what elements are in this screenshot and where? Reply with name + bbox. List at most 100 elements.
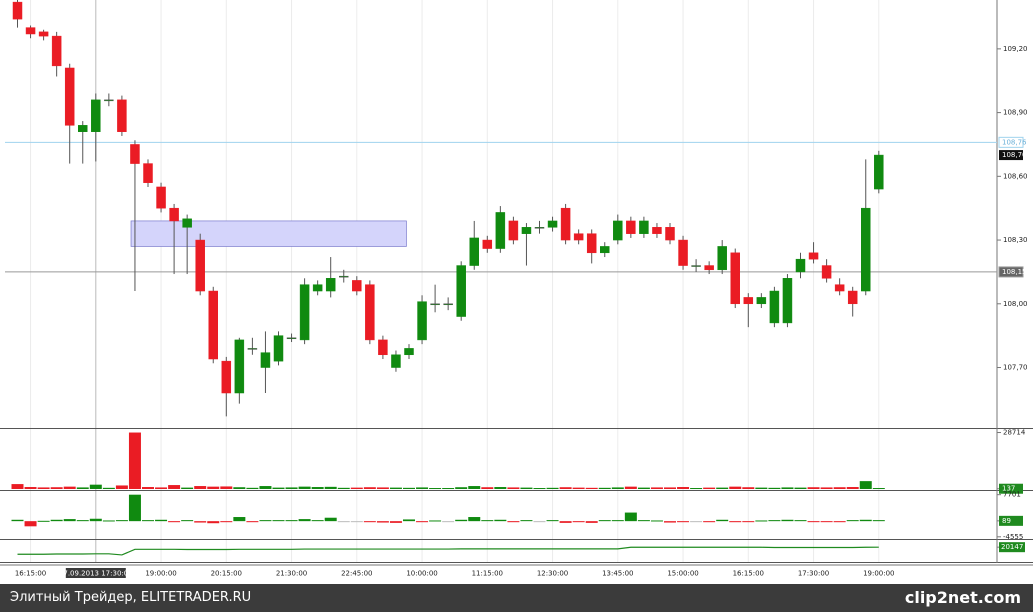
candle-body: [834, 284, 845, 292]
bar: [128, 432, 141, 489]
bar: [416, 521, 429, 523]
candle-body: [782, 278, 793, 324]
candle-body: [339, 275, 349, 278]
candle-body: [234, 339, 245, 394]
bar: [520, 520, 533, 522]
bar: [246, 487, 259, 489]
bar: [833, 487, 846, 489]
bar: [872, 520, 885, 522]
bar: [337, 487, 350, 489]
candle-body: [156, 186, 166, 209]
y-tick-label: 108,30: [1003, 236, 1028, 244]
bar: [742, 487, 755, 489]
bar: [664, 521, 676, 523]
bar: [677, 487, 690, 489]
bar: [63, 486, 76, 489]
bar: [285, 520, 298, 522]
bar: [729, 521, 742, 523]
candle-body: [378, 339, 388, 356]
x-tick-label: 20:15:00: [211, 570, 242, 578]
bar: [468, 486, 481, 489]
bar: [181, 487, 194, 489]
bar: [455, 519, 468, 522]
y-tick-label: 108,90: [1003, 109, 1028, 117]
bar: [585, 521, 598, 523]
candle-body: [195, 239, 205, 292]
bar: [350, 487, 363, 489]
bar: [598, 520, 611, 522]
bar: [768, 520, 781, 522]
bar: [272, 487, 285, 489]
bar: [807, 521, 820, 523]
bar: [142, 487, 154, 489]
candle-body: [613, 220, 623, 241]
bar: [598, 487, 611, 489]
level-tag-box: [998, 266, 1024, 278]
footer: Элитный Трейдер, ELITETRADER.RU clip2net…: [0, 584, 1033, 612]
bar: [350, 521, 363, 523]
bar: [233, 517, 246, 522]
candle-body: [78, 125, 88, 132]
bar: [115, 485, 128, 489]
bar: [337, 521, 350, 523]
bar: [311, 487, 324, 489]
bar: [76, 520, 89, 522]
bar: [50, 487, 63, 489]
bar: [494, 519, 507, 522]
bar: [455, 487, 468, 489]
bar: [494, 487, 507, 489]
candle-body: [769, 290, 780, 324]
candle-body: [743, 297, 754, 305]
x-tick-label: 16:15:00: [15, 570, 46, 578]
candle-body: [260, 352, 271, 368]
bar: [24, 521, 37, 527]
crosshair-label: 17.09.2013 17:30:00: [59, 570, 133, 578]
bar: [481, 487, 494, 489]
level-tag-box: [998, 136, 1024, 148]
candle-body: [221, 360, 232, 394]
bar: [403, 487, 415, 489]
candle-body: [847, 290, 858, 305]
bar: [650, 520, 663, 522]
candle-body: [51, 35, 62, 67]
candle-body: [861, 207, 871, 292]
bar: [207, 486, 220, 489]
bar: [624, 512, 637, 522]
bar: [533, 521, 546, 523]
bar: [285, 487, 298, 489]
x-tick-label: 19:00:00: [145, 570, 176, 578]
candle-body: [508, 220, 519, 241]
y-tick-label: 109,20: [1003, 45, 1028, 53]
candle-body: [12, 1, 23, 20]
candle-body: [482, 239, 493, 249]
chart: 16:15:00 17.09.2013 17:30:00 19:00:00 20:15…: [0, 0, 1033, 584]
bar: [794, 487, 807, 489]
candle-body: [365, 284, 375, 341]
candle-body: [299, 284, 310, 341]
candle-body: [404, 348, 414, 356]
zone: [130, 220, 407, 247]
bar: [102, 487, 115, 489]
y-tick-label: 89: [1002, 517, 1011, 525]
x-tick-label: 13:45:00: [602, 570, 633, 578]
bar: [298, 519, 311, 522]
y-tick-label: 7701: [1003, 491, 1021, 499]
y-tag-box: [999, 542, 1025, 553]
x-tick-label: 16:15:00: [733, 570, 764, 578]
bar: [846, 520, 859, 522]
candle-body: [626, 220, 636, 234]
bar: [233, 487, 246, 489]
bar: [468, 517, 481, 522]
bar: [11, 484, 24, 489]
bar: [220, 486, 233, 489]
bar: [168, 521, 181, 523]
candle-body: [560, 207, 571, 241]
bar: [311, 520, 324, 522]
bar: [37, 487, 50, 489]
bar: [690, 488, 703, 490]
candle-body: [286, 337, 297, 340]
bar: [429, 488, 442, 490]
bar: [416, 487, 429, 489]
background: [0, 0, 1033, 584]
bar: [755, 487, 768, 489]
